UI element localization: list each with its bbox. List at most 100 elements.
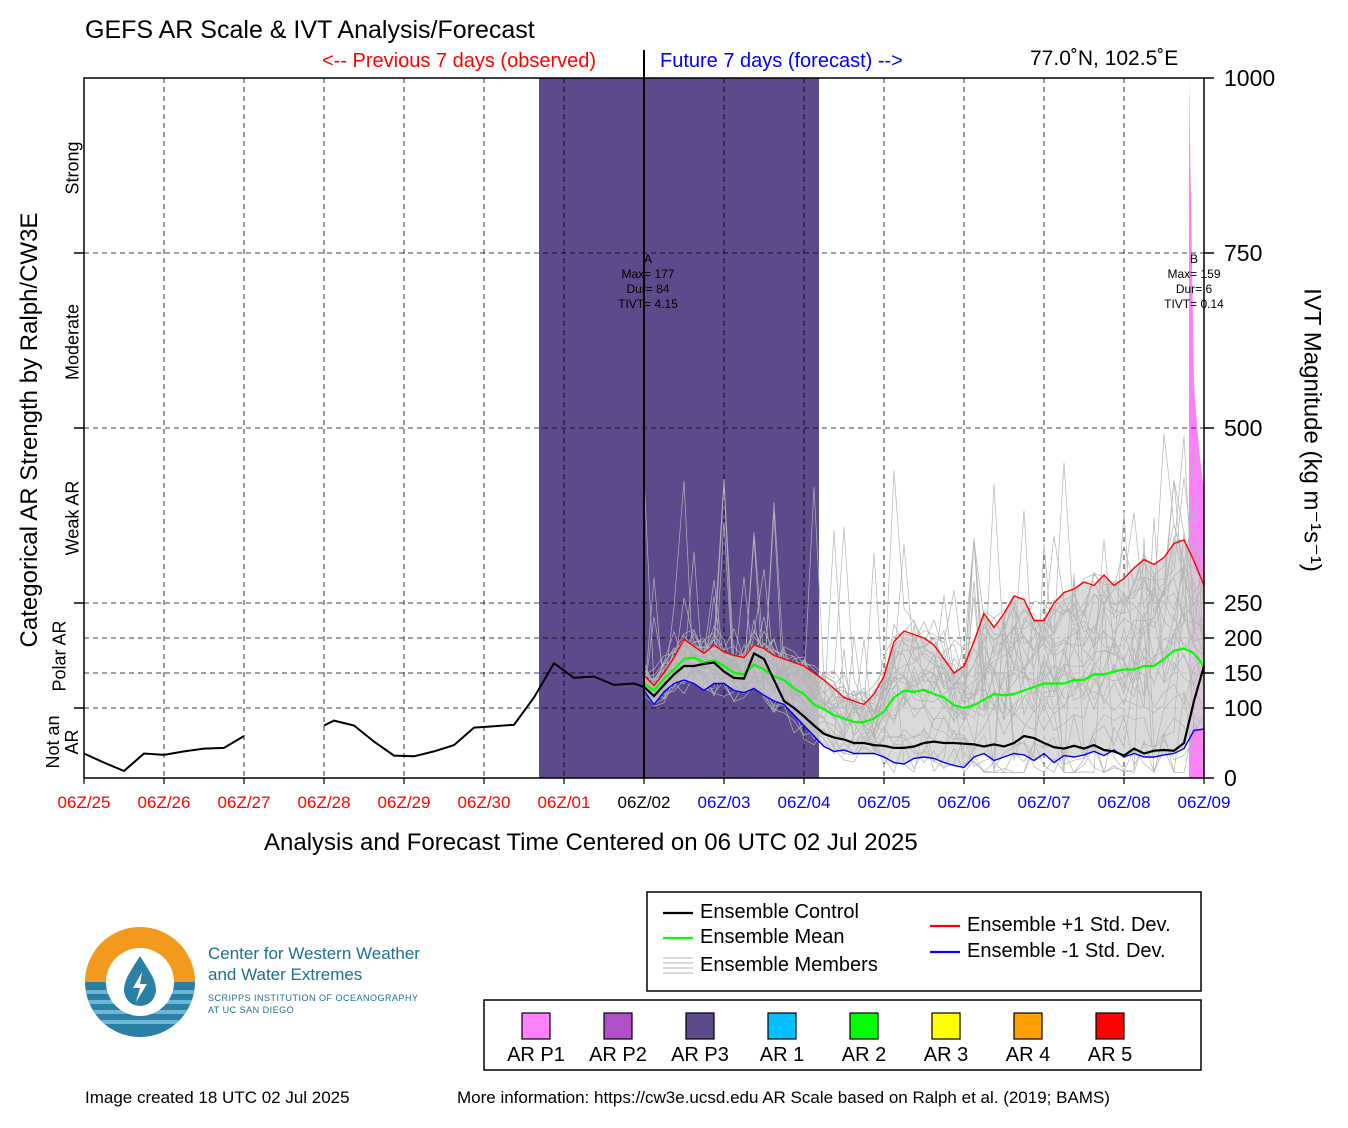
- ar-event-annotation: B: [1190, 252, 1198, 266]
- x-tick-label: 06Z/30: [458, 793, 511, 812]
- legend-scale-swatch: [931, 1012, 961, 1040]
- category-weak-ar: Weak AR: [62, 480, 83, 556]
- location-label: 77.0˚N, 102.5˚E: [1030, 47, 1179, 70]
- legend-mean-label: Ensemble Mean: [700, 926, 845, 948]
- logo-sub-2: AT UC SAN DIEGO: [208, 1005, 295, 1015]
- ensemble-member-line: [643, 484, 1205, 737]
- ensemble-member-line: [643, 527, 1205, 704]
- legend-scale-swatch: [767, 1012, 797, 1040]
- y-tick-label: 150: [1224, 660, 1262, 686]
- x-tick-label: 06Z/05: [858, 793, 911, 812]
- ar-p1-peak-area: [1189, 78, 1204, 491]
- ensemble-control-line: [643, 651, 1206, 757]
- x-tick-label: 06Z/07: [1018, 793, 1071, 812]
- ensemble-member-line: [643, 433, 1205, 711]
- x-tick-label: 06Z/06: [938, 793, 991, 812]
- y-axis-label-right: IVT Magnitude (kg m⁻¹s⁻¹): [1298, 288, 1326, 572]
- ensemble-plus-std-line: [643, 539, 1205, 706]
- legend-scale-label: AR 5: [1087, 1044, 1133, 1066]
- legend-plus-std-label: Ensemble +1 Std. Dev.: [967, 914, 1171, 936]
- ensemble-member-line: [643, 577, 1205, 720]
- y-tick-label: 0: [1224, 765, 1237, 791]
- ensemble-member-line: [643, 524, 1205, 705]
- legend-scale-box: [483, 999, 1202, 1071]
- logo-sub-1: SCRIPPS INSTITUTION OF OCEANOGRAPHY: [208, 993, 419, 1003]
- category-not-an-ar: Not an AR: [43, 703, 82, 781]
- axis-ticks: 0 100 150 200 250 500 750 1000 06Z/25 06Z/26 06Z/2…: [58, 65, 1276, 812]
- ensemble-member-line: [643, 480, 1205, 767]
- ar-event-annotation: TIVT= 0.14: [1164, 297, 1224, 311]
- y-tick-label: 500: [1224, 415, 1262, 441]
- chart-series: [83, 539, 1206, 773]
- cw3e-logo-icon: [85, 927, 195, 1037]
- x-axis-label: Analysis and Forecast Time Centered on 0…: [264, 829, 918, 856]
- legend-graphics: [483, 891, 1202, 1071]
- ensemble-member-line: [643, 577, 1205, 774]
- y-axis-label-left: Categorical AR Strength by Ralph/CW3E: [16, 212, 43, 648]
- ar-event-annotation: TIVT= 4.15: [618, 297, 678, 311]
- x-tick-label: 06Z/01: [538, 793, 591, 812]
- y-tick-label: 100: [1224, 695, 1262, 721]
- ensemble-member-line: [643, 537, 1205, 774]
- x-tick-label: 06Z/29: [378, 793, 431, 812]
- ensemble-member-line: [643, 570, 1205, 720]
- ensemble-member-line: [643, 479, 1205, 711]
- legend-scale-swatch: [849, 1012, 879, 1040]
- x-tick-label: 06Z/28: [298, 793, 351, 812]
- legend-scale-label: AR P2: [589, 1044, 647, 1066]
- legend-members-label: Ensemble Members: [700, 954, 878, 976]
- ar-event-annotation: A: [644, 252, 652, 266]
- x-tick-label: 06Z/03: [698, 793, 751, 812]
- observed-control-line: [83, 735, 245, 773]
- x-tick-label: 06Z/09: [1178, 793, 1231, 812]
- legend-scale-label: AR 1: [759, 1044, 805, 1066]
- spread-band: [644, 540, 1204, 768]
- x-tick-label: 06Z/25: [58, 793, 111, 812]
- ensemble-member-line: [643, 510, 1205, 723]
- y-tick-label: 250: [1224, 590, 1262, 616]
- x-tick-label: 06Z/08: [1098, 793, 1151, 812]
- chart-title: GEFS AR Scale & IVT Analysis/Forecast: [85, 16, 535, 44]
- ensemble-member-line: [643, 446, 1205, 738]
- future-period-label: Future 7 days (forecast) -->: [660, 50, 903, 72]
- ar-p1-peak-mask: [1189, 78, 1204, 491]
- ensemble-spread: [644, 540, 1204, 768]
- category-moderate: Moderate: [62, 303, 83, 381]
- legend-scale-swatch: [685, 1012, 715, 1040]
- x-tick-label: 06Z/02: [618, 793, 671, 812]
- x-tick-label: 06Z/27: [218, 793, 271, 812]
- legend-scale-label: AR P3: [671, 1044, 729, 1066]
- y-tick-label: 750: [1224, 240, 1262, 266]
- ar-event-annotation: Max= 177: [621, 267, 674, 281]
- logo-line-1: Center for Western Weather: [208, 944, 420, 963]
- observed-control-line: [323, 661, 645, 758]
- ensemble-member-line: [643, 601, 1205, 774]
- ar-event-annotation: Dur= 6: [1176, 282, 1213, 296]
- previous-period-label: <-- Previous 7 days (observed): [322, 50, 597, 72]
- legend-scale-label: AR 3: [923, 1044, 969, 1066]
- legend-lines-box: [646, 891, 1202, 992]
- y-tick-label: 200: [1224, 625, 1262, 651]
- legend-scale-swatch: [521, 1012, 551, 1040]
- category-polar-ar: Polar AR: [49, 620, 70, 692]
- legend-scale-swatch: [603, 1012, 633, 1040]
- legend-scale-label: AR P1: [507, 1044, 565, 1066]
- footer-info: More information: https://cw3e.ucsd.edu …: [457, 1088, 1110, 1107]
- cw3e-logo: [84, 926, 196, 1038]
- ensemble-member-line: [643, 502, 1205, 740]
- ensemble-mean-line: [643, 647, 1205, 724]
- footer-created: Image created 18 UTC 02 Jul 2025: [85, 1088, 350, 1107]
- logo-line-2: and Water Extremes: [208, 965, 363, 984]
- legend-scale-label: AR 2: [841, 1044, 887, 1066]
- ar-event-annotation: Max= 159: [1167, 267, 1220, 281]
- category-strong: Strong: [62, 141, 83, 195]
- ensemble-member-line: [643, 484, 1205, 723]
- x-tick-label: 06Z/04: [778, 793, 831, 812]
- legend-control-label: Ensemble Control: [700, 901, 859, 923]
- legend-scale-swatch: [1013, 1012, 1043, 1040]
- ar-event-annotation: Dur= 84: [626, 282, 669, 296]
- legend-scale-swatch: [1095, 1012, 1125, 1040]
- legend-minus-std-label: Ensemble -1 Std. Dev.: [967, 940, 1166, 962]
